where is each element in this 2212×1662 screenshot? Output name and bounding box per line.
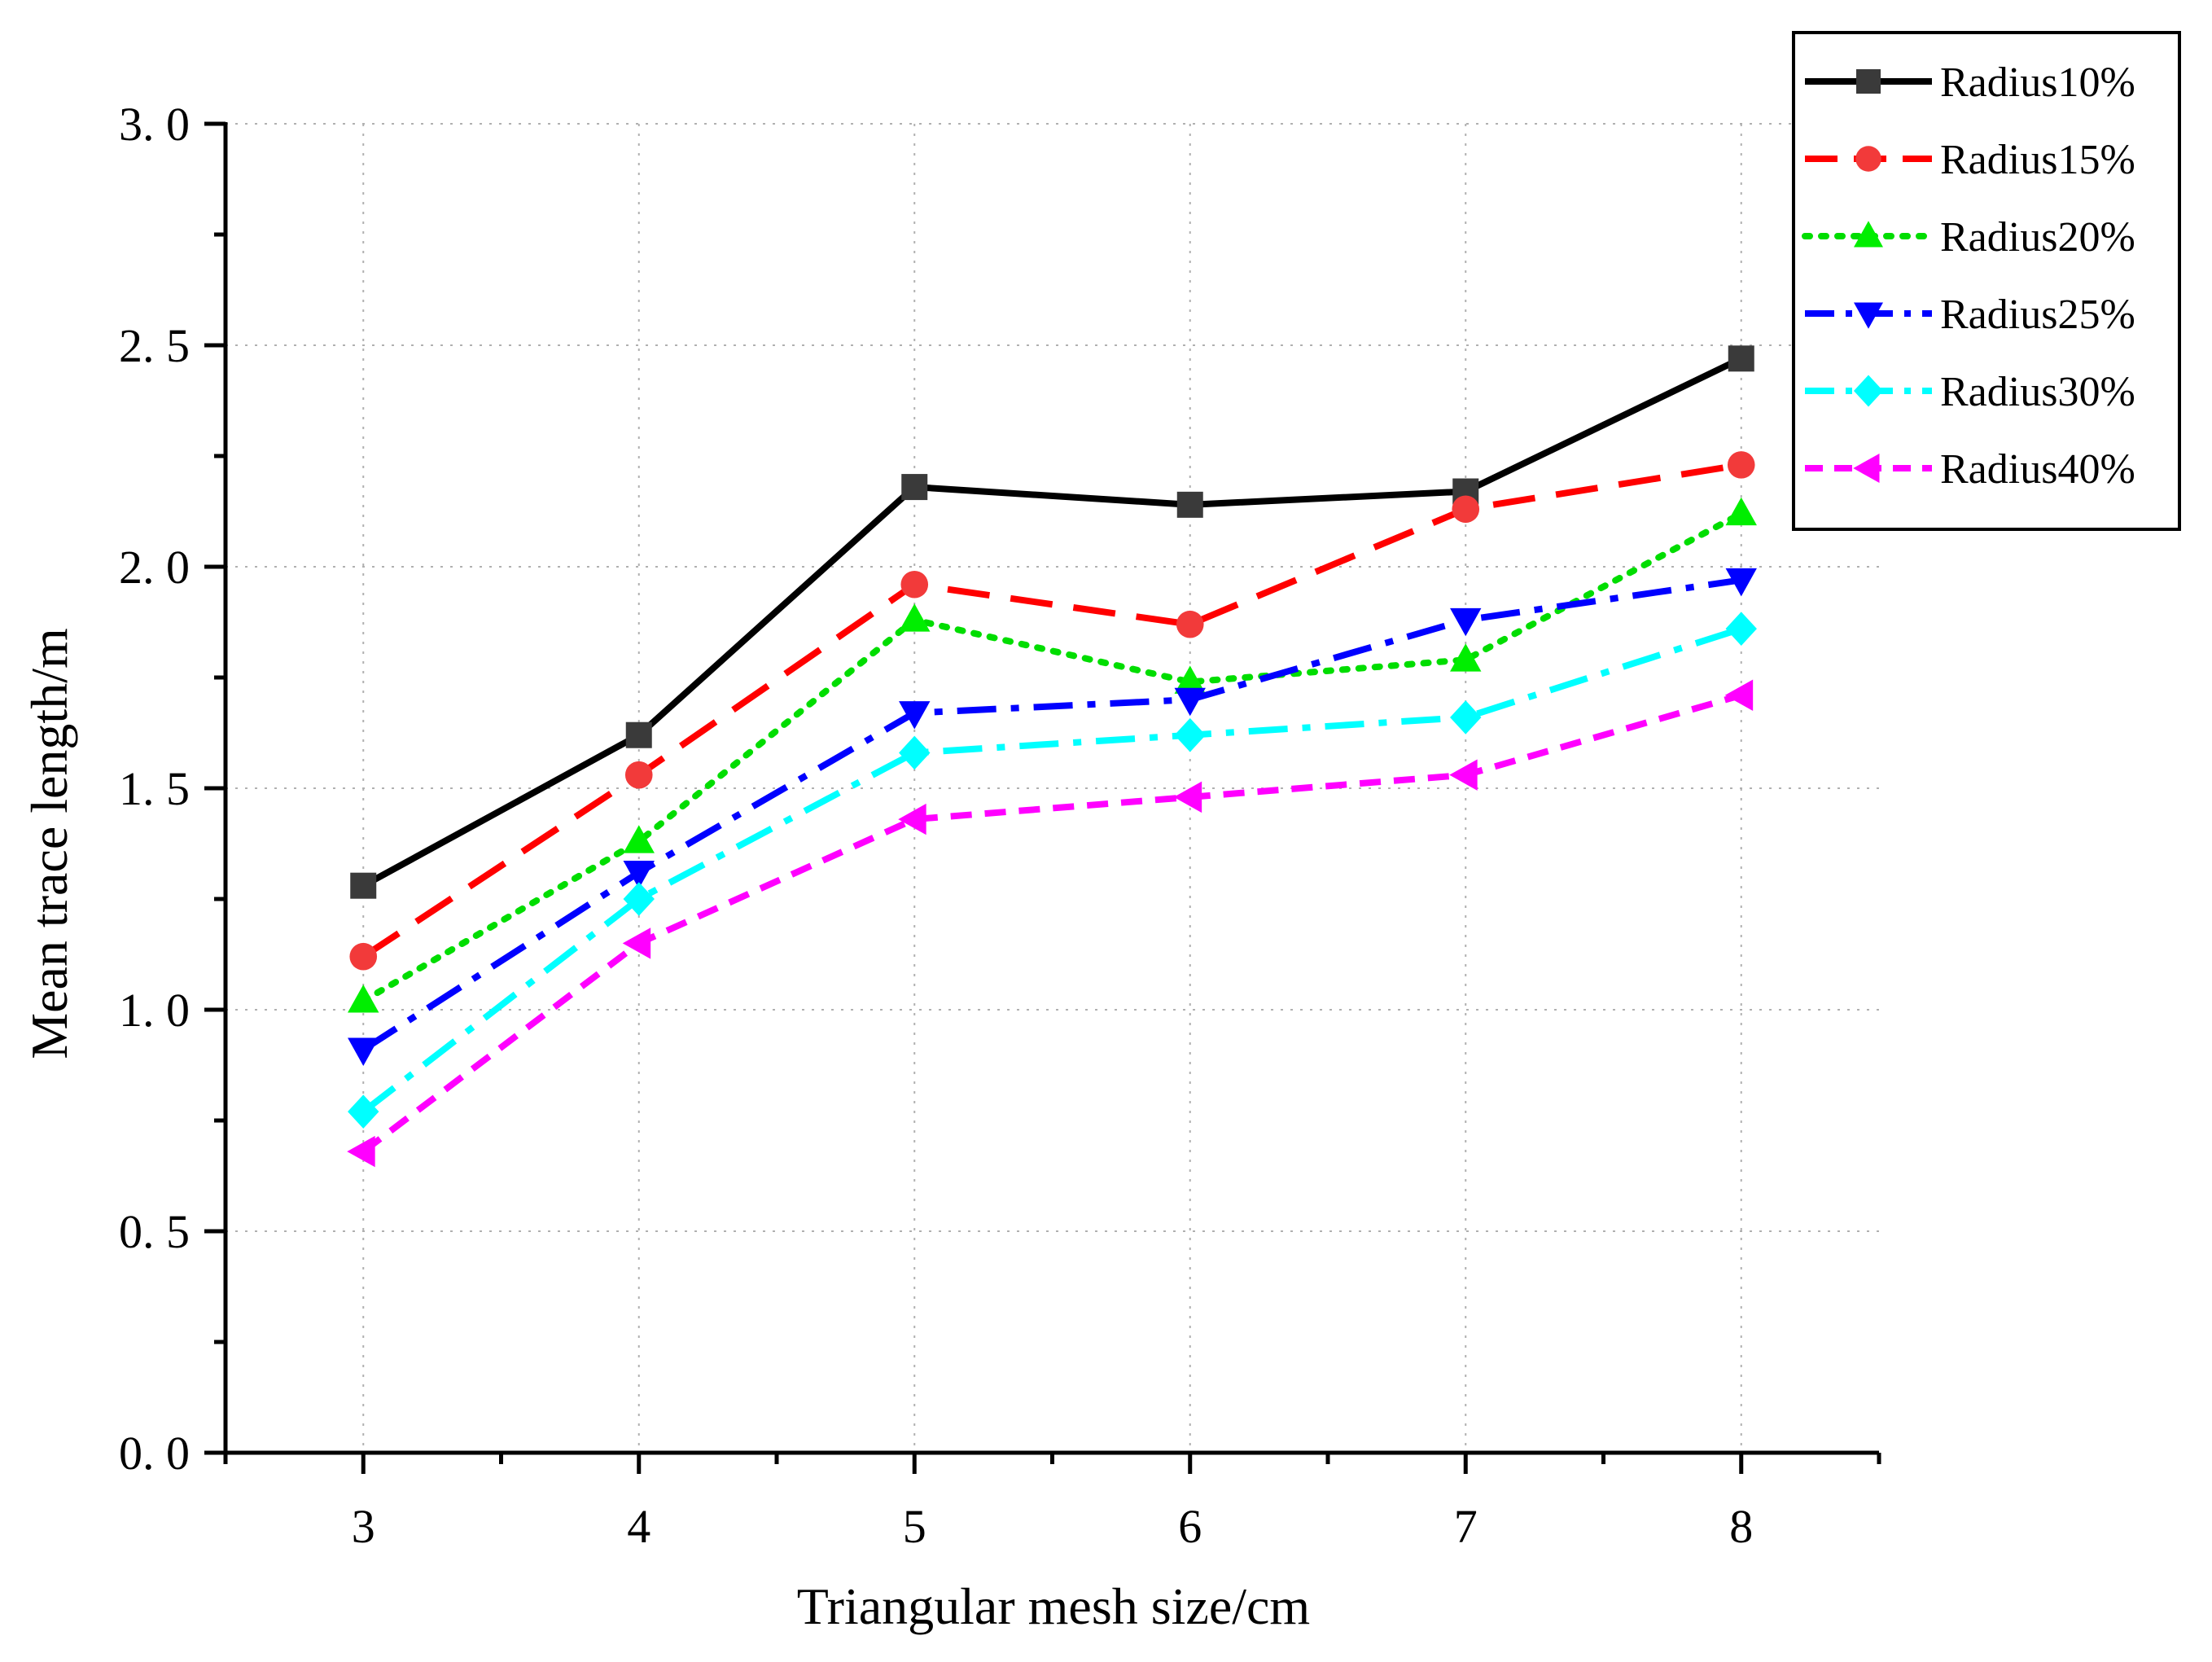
series-line — [361, 577, 1742, 1053]
legend-marker — [1853, 454, 1880, 483]
data-point — [898, 803, 926, 835]
legend-marker — [1856, 69, 1881, 94]
data-point — [1450, 607, 1482, 637]
data-point — [899, 735, 931, 770]
y-tick-label: 3. 0 — [119, 98, 190, 151]
data-point — [624, 761, 653, 789]
legend-label: Radius10% — [1940, 59, 2135, 106]
y-tick-label: 1. 5 — [119, 762, 190, 815]
series-Radius10% — [350, 345, 1754, 899]
series-line — [361, 461, 1742, 960]
data-point — [1174, 717, 1206, 752]
series-line — [361, 355, 1743, 889]
data-point — [622, 927, 651, 959]
data-point — [348, 1037, 379, 1066]
data-point — [1174, 665, 1206, 694]
series-Radius15% — [349, 451, 1755, 971]
series-Radius30% — [348, 612, 1757, 1129]
data-point — [349, 942, 378, 971]
series-Radius25% — [348, 568, 1757, 1066]
data-point — [623, 882, 655, 916]
x-tick-label: 6 — [1178, 1500, 1202, 1553]
legend-marker — [1855, 146, 1881, 172]
axes: 0. 0 0. 5 1. 0 1. 5 2. 0 2. 5 3. 0 3 4 5 6 7 8 — [119, 98, 1881, 1553]
data-point — [350, 872, 377, 899]
series-line — [361, 691, 1742, 1155]
legend-entry: Radius40% — [1805, 446, 2135, 493]
y-tick-label: 0. 0 — [119, 1427, 190, 1480]
legend-entry: Radius25% — [1805, 292, 2135, 338]
legend-label: Radius40% — [1940, 446, 2135, 493]
data-point — [1725, 497, 1757, 526]
data-point — [1173, 781, 1202, 813]
x-tick-label: 7 — [1454, 1500, 1478, 1553]
legend-entry: Radius15% — [1805, 137, 2135, 183]
x-tick-label: 5 — [903, 1500, 926, 1553]
data-point — [1725, 612, 1757, 646]
legend-marker — [1854, 375, 1883, 407]
data-point — [899, 701, 931, 730]
data-point — [347, 1135, 375, 1168]
data-point — [1450, 643, 1482, 672]
series-layer — [347, 345, 1757, 1168]
data-point — [901, 474, 928, 501]
legend-marker — [1854, 302, 1883, 329]
y-axis-title: Mean trace length/m — [20, 628, 78, 1059]
data-point — [1728, 345, 1754, 372]
y-tick-label: 1. 0 — [119, 984, 190, 1037]
x-tick-label: 4 — [627, 1500, 650, 1553]
y-tick-label: 0. 5 — [119, 1205, 190, 1258]
x-axis-title: Triangular mesh size/cm — [797, 1577, 1310, 1635]
data-point — [900, 570, 929, 599]
legend-box — [1792, 31, 2181, 531]
data-point — [625, 721, 652, 748]
legend: Radius10% Radius15% Radius20% Radius25% Radi… — [1792, 31, 2181, 531]
data-point — [348, 1094, 379, 1129]
data-point — [1724, 679, 1754, 711]
data-point — [1176, 491, 1203, 518]
y-tick-label: 2. 5 — [119, 319, 190, 372]
legend-label: Radius25% — [1940, 292, 2135, 338]
data-point — [623, 860, 655, 889]
x-tick-label: 8 — [1729, 1500, 1753, 1553]
data-point — [1727, 451, 1755, 479]
data-point — [1450, 700, 1482, 735]
data-point — [1176, 610, 1204, 638]
legend-entry: Radius30% — [1805, 369, 2135, 415]
legend-label: Radius20% — [1940, 214, 2135, 261]
series-line — [360, 510, 1745, 1005]
legend-entry: Radius10% — [1805, 59, 2135, 106]
legend-entry: Radius20% — [1802, 214, 2135, 261]
series-line — [361, 625, 1742, 1115]
legend-marker — [1854, 221, 1883, 248]
y-tick-label: 2. 0 — [119, 541, 190, 594]
data-point — [1449, 759, 1478, 791]
legend-label: Radius15% — [1940, 137, 2135, 183]
data-point — [1725, 568, 1757, 597]
x-tick-label: 3 — [352, 1500, 375, 1553]
data-point — [348, 984, 379, 1013]
legend-label: Radius30% — [1940, 369, 2135, 415]
series-Radius40% — [347, 679, 1754, 1168]
data-point — [623, 825, 655, 853]
data-point — [1452, 495, 1480, 524]
data-point — [1174, 687, 1206, 717]
series-Radius20% — [348, 497, 1757, 1013]
data-point — [899, 603, 931, 632]
grid-lines — [226, 123, 1879, 1453]
